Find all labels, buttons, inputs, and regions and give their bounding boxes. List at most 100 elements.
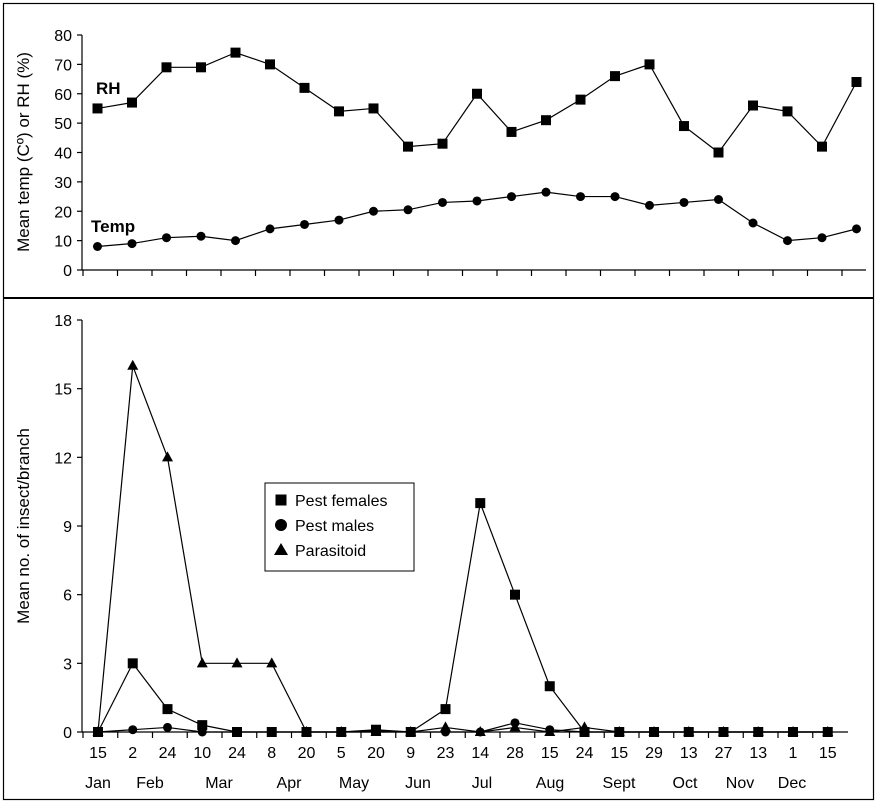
x-tick-label: 24 bbox=[228, 745, 246, 762]
temp-point bbox=[93, 242, 102, 251]
x-tick-label: 15 bbox=[610, 745, 628, 762]
rh-point bbox=[851, 77, 862, 87]
temp-point bbox=[162, 233, 171, 243]
x-tick-label: 2 bbox=[128, 745, 137, 762]
parasitoid-point bbox=[92, 726, 104, 736]
temp-point bbox=[507, 192, 516, 202]
month-label-dec: Dec bbox=[778, 775, 806, 792]
parasitoid-point bbox=[613, 726, 625, 736]
x-tick-label: 24 bbox=[159, 745, 177, 762]
rh-point bbox=[265, 59, 275, 70]
top-y-tick-label: 60 bbox=[54, 87, 72, 104]
temp-point bbox=[300, 219, 309, 229]
x-tick-label: 15 bbox=[819, 745, 837, 762]
top-panel: 0 10 20 30 40 50 60 70 80 Mean temp (Cº) or RH (… bbox=[14, 28, 866, 280]
top-y-tick-label: 80 bbox=[54, 28, 72, 45]
temp-point bbox=[714, 195, 723, 204]
temp-point bbox=[817, 233, 827, 243]
bottom-y-tick-label: 6 bbox=[63, 588, 72, 605]
parasitoid-point bbox=[509, 721, 521, 732]
pest-males-point bbox=[232, 727, 242, 737]
x-tick-label: 15 bbox=[89, 745, 107, 762]
parasitoid-point bbox=[231, 657, 243, 668]
month-label-feb: Feb bbox=[136, 775, 164, 792]
legend-label-parasitoid: Parasitoid bbox=[295, 543, 366, 560]
temp-point bbox=[472, 196, 482, 206]
pest-females-point bbox=[440, 704, 451, 715]
rh-point bbox=[403, 141, 413, 152]
parasitoid-point bbox=[544, 726, 556, 736]
month-label-jun: Jun bbox=[405, 775, 431, 792]
bottom-y-tick-label: 9 bbox=[63, 519, 72, 536]
top-y-tick-label: 50 bbox=[54, 116, 72, 133]
parasitoid-point bbox=[370, 726, 382, 736]
pest-females-point bbox=[475, 498, 486, 509]
temp-point bbox=[576, 192, 585, 202]
top-y-tick-label: 20 bbox=[54, 204, 72, 221]
month-label-jan: Jan bbox=[85, 775, 111, 792]
rh-point bbox=[782, 106, 793, 117]
x-tick-label: 13 bbox=[680, 745, 698, 762]
x-tick-label: 5 bbox=[337, 745, 346, 762]
month-label-oct: Oct bbox=[673, 775, 698, 792]
bottom-y-tick-label: 15 bbox=[54, 382, 72, 399]
series-pest-females bbox=[93, 498, 833, 737]
top-y-tick-label: 0 bbox=[63, 263, 72, 280]
x-tick-label: 23 bbox=[437, 745, 455, 762]
legend-marker-square bbox=[275, 494, 287, 506]
rh-point bbox=[679, 121, 689, 132]
parasitoid-point bbox=[683, 726, 695, 736]
parasitoid-point bbox=[162, 451, 173, 462]
temp-point bbox=[645, 200, 654, 210]
legend-marker-circle bbox=[275, 519, 287, 531]
parasitoid-point bbox=[127, 359, 139, 370]
pest-females-point bbox=[197, 720, 208, 731]
temp-point bbox=[403, 205, 413, 215]
x-tick-label: 8 bbox=[267, 745, 276, 762]
bottom-y-tick-label: 0 bbox=[63, 725, 72, 742]
parasitoid-point bbox=[474, 726, 486, 736]
top-y-tick-label: 40 bbox=[54, 146, 72, 163]
parasitoid-point bbox=[579, 721, 590, 732]
temp-point bbox=[127, 239, 137, 249]
pest-males-point bbox=[267, 727, 277, 737]
bottom-panel: 0 3 6 9 12 15 18 15 2 24 10 24 8 20 5 20 9 23 14 28 15 24 15 2… bbox=[14, 313, 848, 792]
parasitoid-point bbox=[787, 726, 799, 736]
parasitoid-point bbox=[405, 726, 417, 736]
pest-males-point bbox=[163, 722, 172, 732]
top-y-tick-label: 30 bbox=[54, 175, 72, 192]
x-tick-label: 1 bbox=[789, 745, 798, 762]
x-tick-label: 29 bbox=[645, 745, 663, 762]
series-temp bbox=[93, 187, 861, 251]
parasitoid-point bbox=[301, 726, 312, 736]
rh-point bbox=[368, 103, 379, 114]
rh-point bbox=[610, 71, 620, 82]
bottom-x-axis: 15 2 24 10 24 8 20 5 20 9 23 14 28 15 24 15 29 13 27 13 1 15 J… bbox=[82, 731, 848, 792]
rh-point bbox=[644, 59, 655, 70]
rh-point bbox=[161, 62, 172, 73]
x-tick-label: 28 bbox=[506, 745, 524, 762]
pest-females-point bbox=[162, 704, 173, 715]
bottom-y-tick-label: 12 bbox=[54, 450, 72, 467]
x-tick-label: 15 bbox=[541, 745, 559, 762]
temp-point bbox=[265, 224, 275, 234]
parasitoid-point bbox=[752, 726, 764, 736]
top-x-axis bbox=[82, 269, 866, 276]
pest-females-point bbox=[510, 589, 520, 600]
rh-point bbox=[127, 97, 137, 108]
rh-line bbox=[97, 51, 858, 154]
temp-point bbox=[679, 197, 689, 207]
temp-point bbox=[438, 197, 447, 207]
x-tick-label: 14 bbox=[471, 745, 489, 762]
rh-point bbox=[713, 147, 724, 158]
parasitoid-point bbox=[440, 721, 451, 732]
series-rh bbox=[92, 47, 862, 158]
pest-females-line bbox=[97, 500, 828, 733]
month-label-aug: Aug bbox=[536, 775, 564, 792]
pest-females-point bbox=[544, 681, 555, 692]
rh-point bbox=[541, 115, 551, 126]
x-tick-label: 24 bbox=[576, 745, 594, 762]
top-y-tick-label: 10 bbox=[54, 234, 72, 251]
